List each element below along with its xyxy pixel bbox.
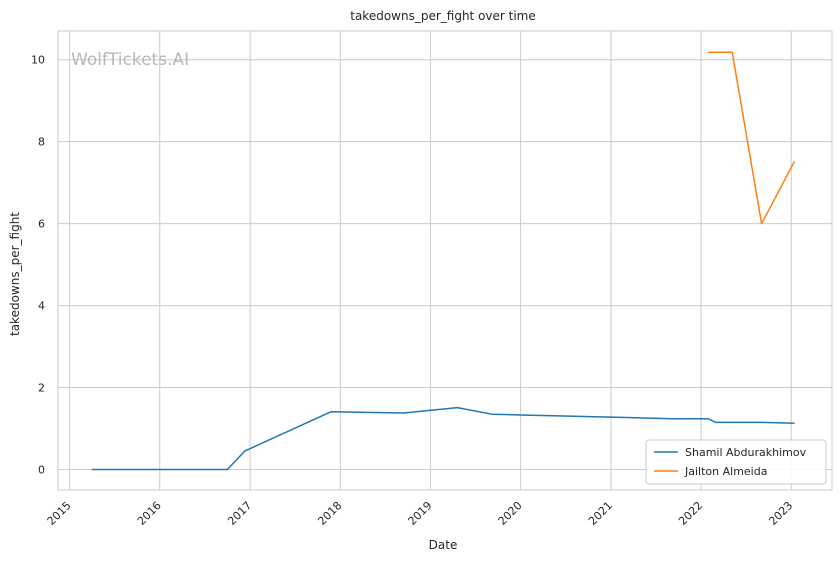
chart-title: takedowns_per_fight over time	[350, 9, 536, 23]
series-line-1	[708, 51, 796, 225]
y-tick-label: 0	[38, 464, 45, 477]
series-lines	[91, 51, 796, 471]
legend-label-jailton: Jailton Almeida	[684, 465, 767, 478]
x-tick-label: 2018	[315, 499, 344, 528]
y-tick-label: 6	[38, 218, 45, 231]
x-tick-label: 2023	[766, 499, 795, 528]
x-tick-label: 2022	[676, 499, 705, 528]
x-tick-label: 2019	[406, 499, 435, 528]
y-tick-label: 2	[38, 382, 45, 395]
y-axis-ticks: 0 2 4 6 8 10	[31, 54, 45, 477]
grid	[58, 31, 832, 490]
y-tick-label: 10	[31, 54, 45, 67]
x-axis-label: Date	[429, 538, 458, 552]
x-tick-label: 2016	[135, 499, 164, 528]
plot-area	[57, 30, 833, 491]
y-axis-label: takedowns_per_fight	[8, 212, 22, 336]
x-axis-ticks: 2015 2016 2017 2018 2019 2020 2021 2022 2023	[45, 499, 796, 528]
y-tick-label: 4	[38, 300, 45, 313]
legend: Shamil Abdurakhimov Jailton Almeida	[645, 439, 827, 485]
watermark: WolfTickets.AI	[71, 50, 189, 70]
x-tick-label: 2020	[496, 499, 525, 528]
y-tick-label: 8	[38, 136, 45, 149]
legend-box	[645, 439, 827, 485]
x-tick-label: 2017	[225, 499, 254, 528]
x-tick-label: 2021	[586, 499, 615, 528]
series-line-0	[91, 406, 795, 471]
legend-label-shamil: Shamil Abdurakhimov	[685, 446, 807, 459]
x-tick-label: 2015	[45, 499, 74, 528]
